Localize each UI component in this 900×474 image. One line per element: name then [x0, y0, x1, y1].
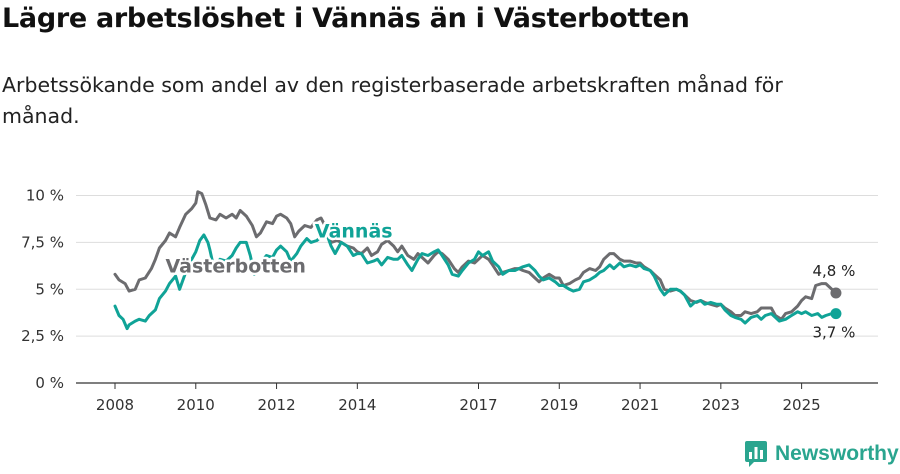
newsworthy-logo-icon	[745, 441, 767, 467]
end-value-label-vannas: 3,7 %	[812, 324, 855, 342]
series-lines	[113, 190, 838, 331]
newsworthy-logo: Newsworthy	[745, 441, 899, 467]
series-label-halo: Västerbotten	[165, 255, 305, 277]
end-marker-vannas	[830, 308, 842, 320]
series-label-vasterbotten: Västerbotten	[165, 255, 305, 277]
series-line-vannas	[113, 233, 838, 331]
x-tick-label: 2021	[621, 396, 659, 414]
y-tick-label: 5 %	[35, 280, 64, 298]
y-tick-label: 7,5 %	[21, 233, 64, 251]
x-axis: 2008 2010 2012 2014 2017 2019 2021 2023 2025	[76, 382, 878, 414]
x-tick-label: 2010	[177, 396, 215, 414]
line-chart: 0 % 2,5 % 5 % 7,5 % 10 % 2008 2010 2012 2014 201…	[21, 187, 878, 414]
chart-title: Lägre arbetslöshet i Vännäs än i Västerb…	[2, 3, 690, 34]
y-axis-ticks: 0 % 2,5 % 5 % 7,5 % 10 %	[21, 187, 64, 393]
end-marker-vasterbotten	[830, 287, 842, 299]
x-tick-label: 2017	[459, 396, 497, 414]
x-tick-label: 2008	[96, 396, 134, 414]
y-tick-label: 2,5 %	[21, 327, 64, 345]
series-label-vannas: Vännäs	[315, 221, 393, 243]
series-label-halo: Vännäs	[315, 221, 393, 243]
x-tick-label: 2023	[702, 396, 740, 414]
x-tick-label: 2014	[338, 396, 376, 414]
end-markers: 4,8 % 3,7 %	[812, 262, 855, 342]
y-tick-label: 10 %	[26, 187, 64, 205]
x-tick-label: 2019	[540, 396, 578, 414]
grid-lines	[76, 195, 878, 337]
chart-subtitle: Arbetssökande som andel av den registerb…	[2, 73, 783, 128]
x-tick-label: 2025	[783, 396, 821, 414]
x-tick-label: 2012	[257, 396, 295, 414]
y-tick-label: 0 %	[35, 374, 64, 392]
brand-name: Newsworthy	[775, 442, 899, 465]
end-value-label-vasterbotten: 4,8 %	[812, 262, 855, 280]
series-line-vasterbotten	[113, 190, 838, 321]
